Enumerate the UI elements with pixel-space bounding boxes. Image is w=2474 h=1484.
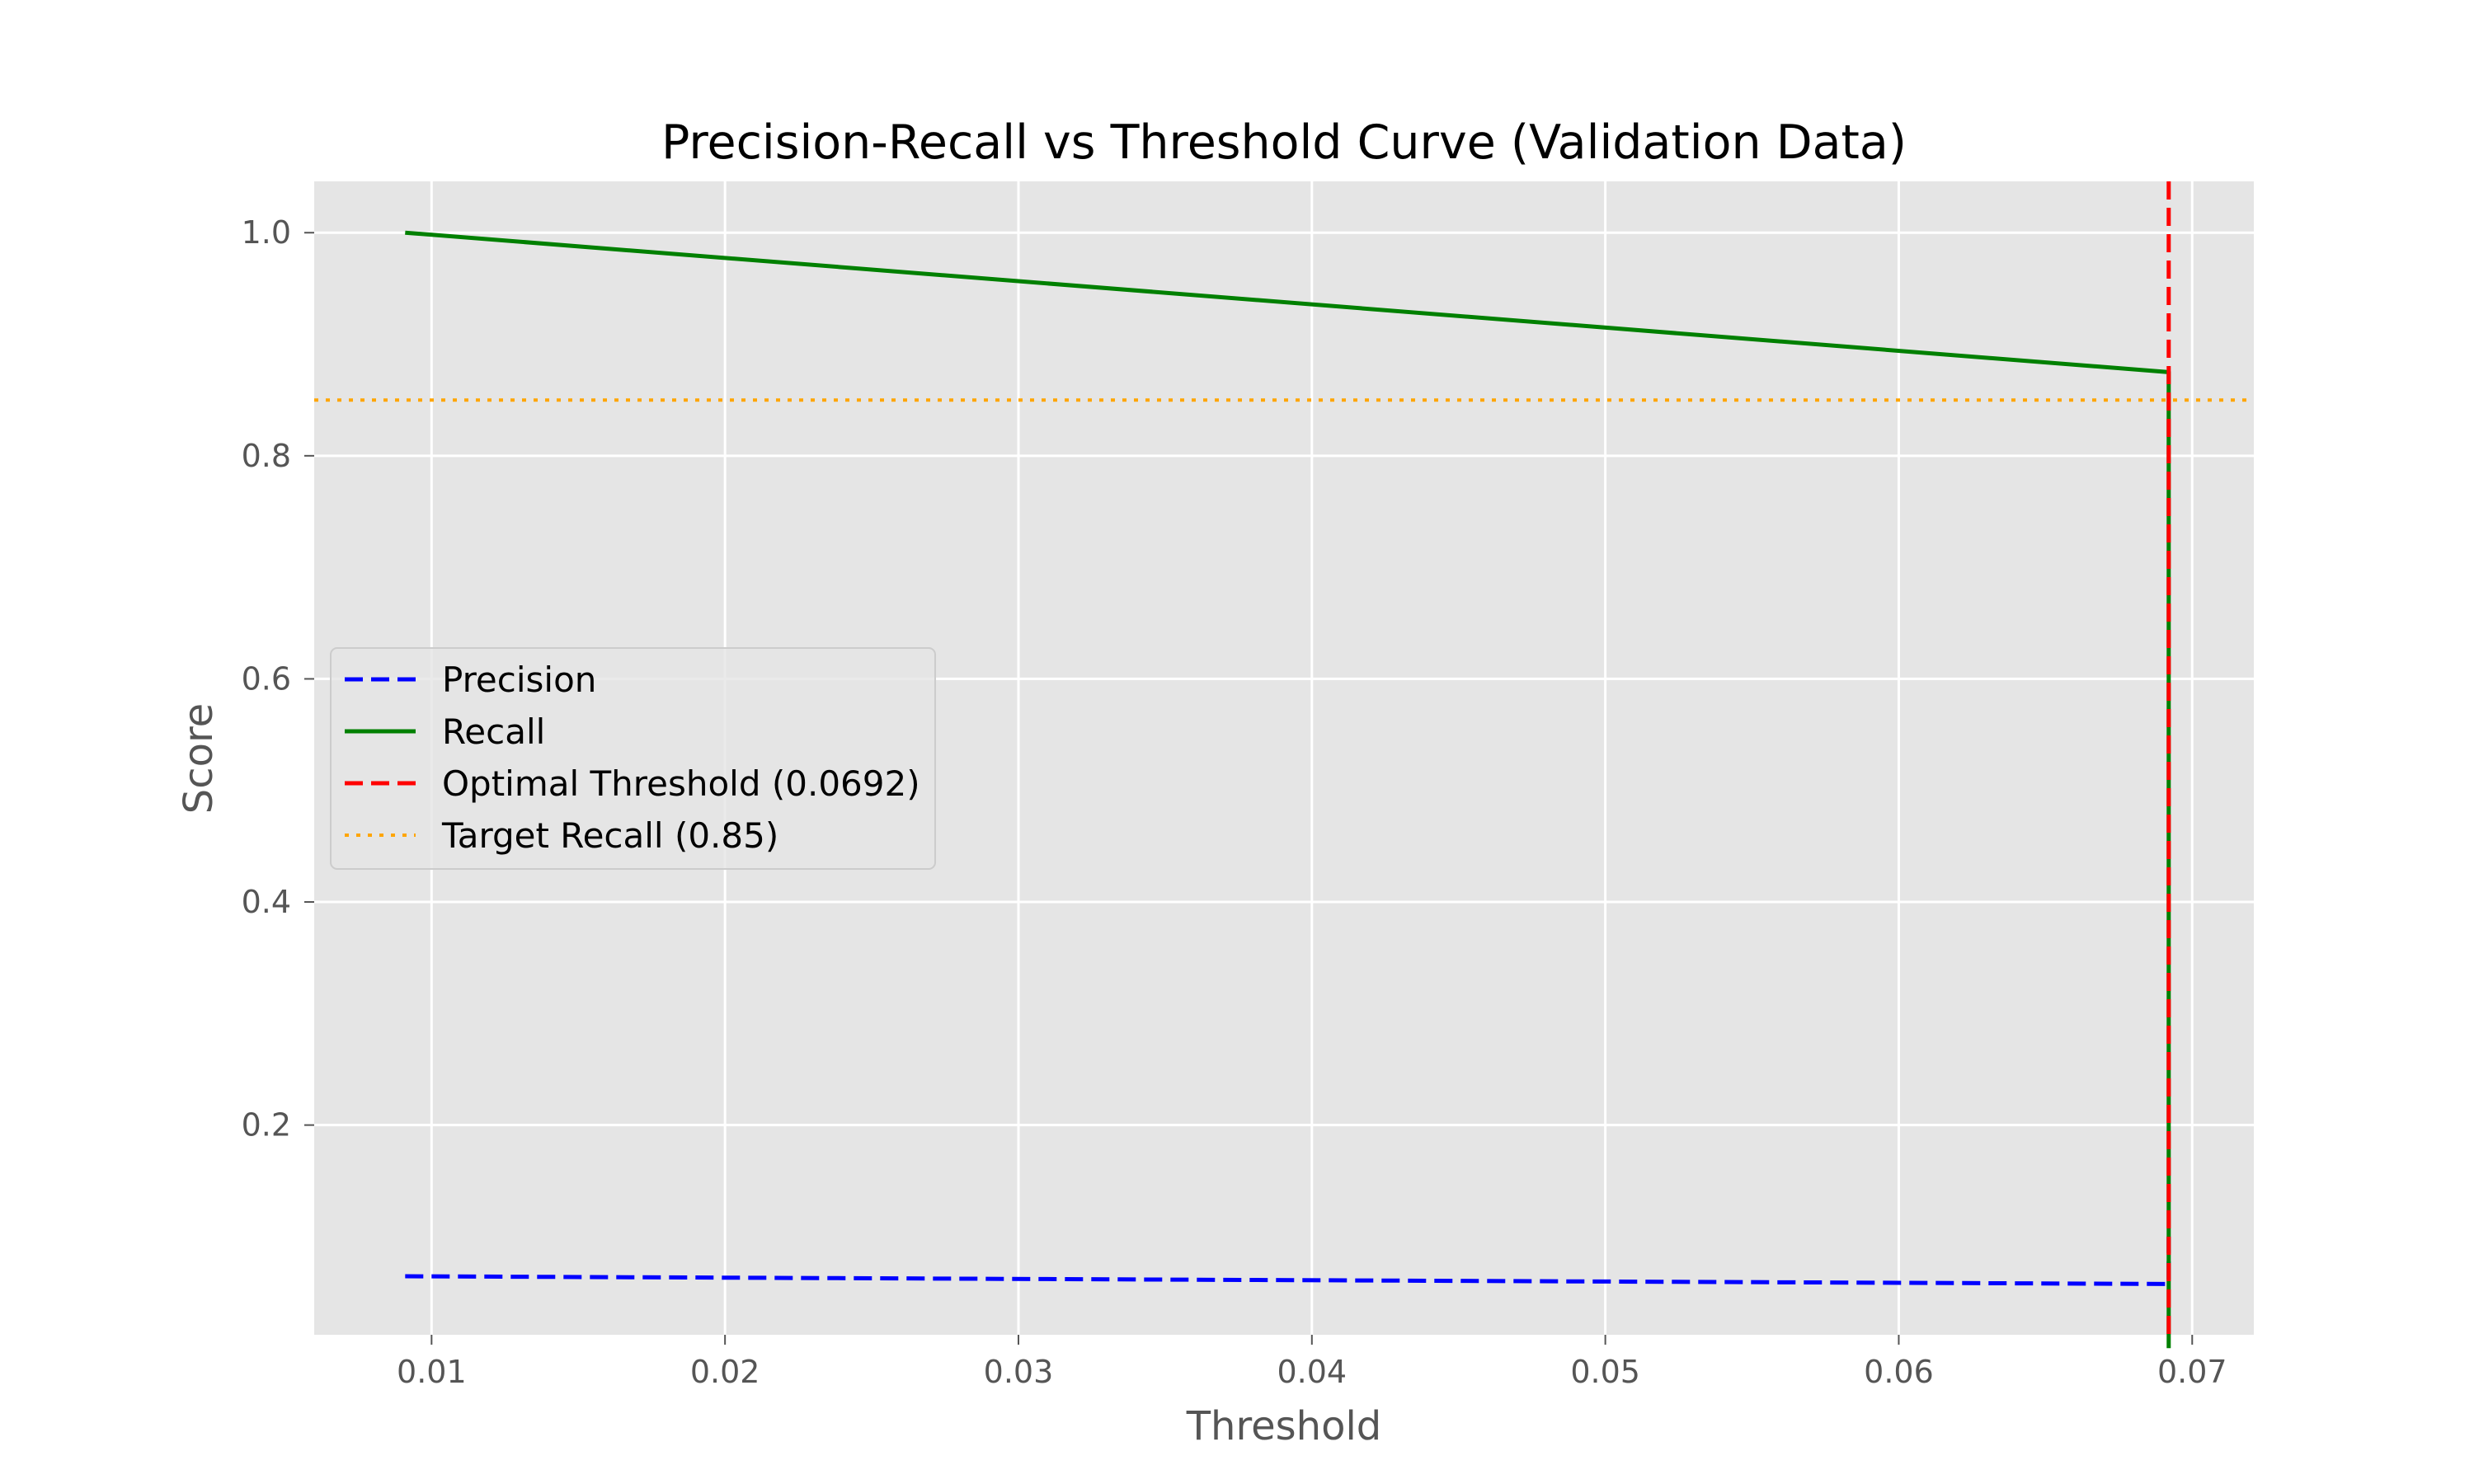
x-tick-label: 0.04	[1277, 1354, 1347, 1390]
x-tick-label: 0.01	[397, 1354, 467, 1390]
legend-box	[330, 647, 936, 870]
x-tick-label: 0.05	[1570, 1354, 1640, 1390]
y-tick-label: 0.8	[242, 438, 291, 474]
x-tick-label: 0.07	[2157, 1354, 2227, 1390]
reference-lines	[314, 181, 2254, 1335]
x-tick-label: 0.06	[1864, 1354, 1934, 1390]
y-axis-label: Score	[176, 703, 222, 814]
legend-label: Target Recall (0.85)	[441, 815, 778, 856]
legend-entries: Precision Recall Optimal Threshold (0.0692…	[345, 660, 920, 856]
x-tick-label: 0.03	[984, 1354, 1054, 1390]
legend: Precision Recall Optimal Threshold (0.0692…	[330, 647, 936, 870]
legend-label: Precision	[442, 660, 596, 700]
y-tick-label: 0.4	[242, 884, 291, 920]
y-tick-label: 0.2	[242, 1107, 291, 1144]
chart-title: Precision-Recall vs Threshold Curve (Val…	[661, 115, 1907, 170]
axis-ticks: 0.01 0.02 0.03 0.04 0.05 0.06 0.07 0.2 0.4 0.6 0.8…	[242, 214, 2227, 1390]
legend-label: Recall	[442, 711, 545, 752]
y-tick-label: 1.0	[242, 214, 291, 251]
y-tick-label: 0.6	[242, 660, 291, 697]
x-tick-label: 0.02	[690, 1354, 760, 1390]
legend-label: Optimal Threshold (0.0692)	[442, 763, 920, 804]
x-axis-label: Threshold	[1186, 1403, 1382, 1449]
